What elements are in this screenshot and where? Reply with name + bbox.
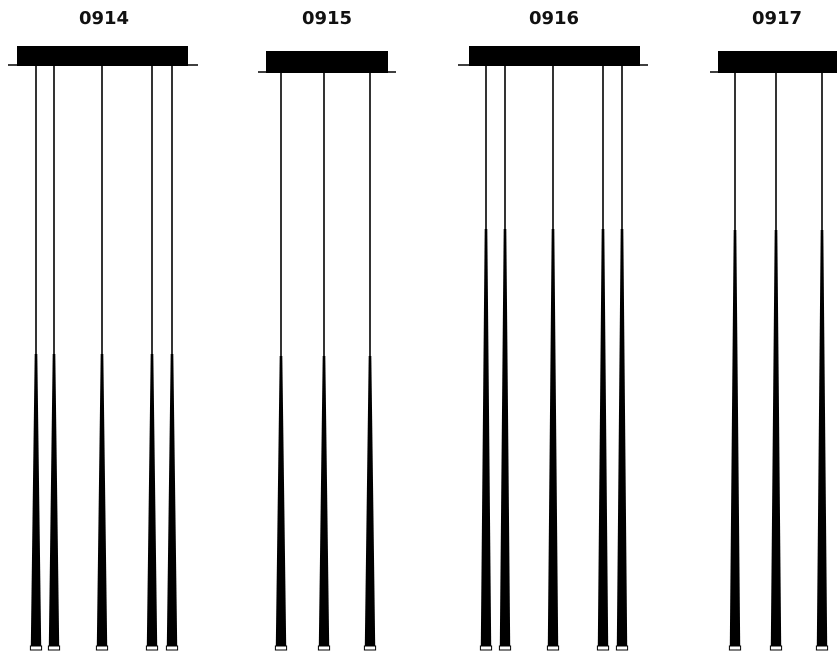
pendant-light bbox=[615, 66, 629, 651]
light-lens bbox=[47, 645, 61, 651]
pendant-group bbox=[274, 73, 377, 651]
light-lens bbox=[728, 645, 742, 651]
pendant-light bbox=[165, 66, 179, 651]
pendant-light bbox=[596, 66, 610, 651]
pendant-light bbox=[546, 66, 560, 651]
cone-shade bbox=[364, 356, 376, 646]
pendant-group bbox=[728, 73, 829, 651]
pendant-light bbox=[728, 73, 742, 651]
cone-shade bbox=[480, 229, 492, 646]
light-lens bbox=[815, 645, 829, 651]
cone-shade bbox=[729, 230, 741, 646]
cone-shade bbox=[96, 354, 108, 646]
model-label-0917: 0917 bbox=[752, 8, 802, 29]
cone-shade bbox=[48, 354, 60, 646]
cone-shade bbox=[30, 354, 42, 646]
pendant-light bbox=[479, 66, 493, 651]
pendant-light bbox=[769, 73, 783, 651]
cone-shade bbox=[597, 229, 609, 646]
pendant-light bbox=[274, 73, 288, 651]
pendant-light bbox=[95, 66, 109, 651]
ceiling-canopy bbox=[8, 46, 198, 66]
cone-shade bbox=[547, 229, 559, 646]
model-label-0914: 0914 bbox=[79, 8, 129, 29]
cone-shade bbox=[499, 229, 511, 646]
light-lens bbox=[317, 645, 331, 651]
fixture-0914: 0914 bbox=[8, 8, 198, 651]
light-lens bbox=[596, 645, 610, 651]
light-lens bbox=[363, 645, 377, 651]
pendant-group bbox=[479, 66, 629, 651]
light-lens bbox=[546, 645, 560, 651]
ceiling-canopy bbox=[458, 46, 648, 66]
light-lens bbox=[165, 645, 179, 651]
pendant-light bbox=[145, 66, 159, 651]
light-lens bbox=[769, 645, 783, 651]
pendant-light bbox=[363, 73, 377, 651]
cone-shade bbox=[616, 229, 628, 646]
pendant-light bbox=[29, 66, 43, 651]
cone-shade bbox=[816, 230, 828, 646]
cone-shade bbox=[770, 230, 782, 646]
light-lens bbox=[29, 645, 43, 651]
fixture-0916: 0916 bbox=[458, 8, 648, 651]
pendant-light bbox=[317, 73, 331, 651]
cone-shade bbox=[275, 356, 287, 646]
cone-shade bbox=[318, 356, 330, 646]
cone-shade bbox=[166, 354, 178, 646]
light-lens bbox=[479, 645, 493, 651]
cone-shade bbox=[146, 354, 158, 646]
light-lens bbox=[498, 645, 512, 651]
light-lens bbox=[95, 645, 109, 651]
pendant-group bbox=[29, 66, 179, 651]
pendant-light bbox=[815, 73, 829, 651]
ceiling-canopy bbox=[710, 51, 837, 73]
light-lens bbox=[615, 645, 629, 651]
pendant-light bbox=[498, 66, 512, 651]
pendant-light bbox=[47, 66, 61, 651]
light-lens bbox=[274, 645, 288, 651]
light-lens bbox=[145, 645, 159, 651]
fixture-0915: 0915 bbox=[258, 8, 396, 651]
model-label-0916: 0916 bbox=[529, 8, 579, 29]
fixture-0917: 0917 bbox=[710, 8, 837, 651]
model-label-0915: 0915 bbox=[302, 8, 352, 29]
ceiling-canopy bbox=[258, 51, 396, 73]
